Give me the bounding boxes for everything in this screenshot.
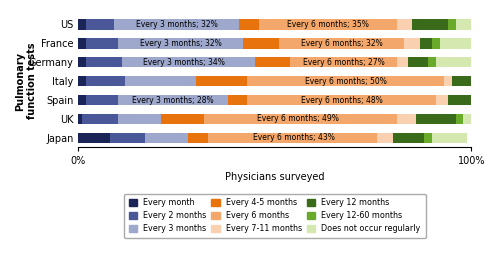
Text: Every 6 months; 32%: Every 6 months; 32%: [300, 39, 382, 48]
Y-axis label: Pulmonary
function tests: Pulmonary function tests: [15, 43, 36, 119]
Bar: [483, 95, 491, 105]
Bar: [424, 133, 432, 143]
Text: Every 6 months; 48%: Every 6 months; 48%: [300, 95, 382, 104]
Bar: [420, 38, 432, 48]
Bar: [255, 57, 290, 67]
Bar: [78, 57, 86, 67]
Bar: [432, 38, 440, 48]
Bar: [259, 19, 396, 30]
Bar: [118, 114, 161, 124]
Bar: [208, 133, 377, 143]
Bar: [78, 19, 86, 30]
Text: Every 3 months; 34%: Every 3 months; 34%: [144, 58, 226, 67]
Bar: [452, 76, 487, 86]
Legend: Every month, Every 2 months, Every 3 months, Every 4-5 months, Every 6 months, E: Every month, Every 2 months, Every 3 mon…: [124, 193, 426, 238]
Bar: [448, 19, 456, 30]
Text: Every 3 months; 32%: Every 3 months; 32%: [136, 20, 218, 29]
Bar: [491, 95, 500, 105]
Text: Every 6 months; 35%: Every 6 months; 35%: [287, 20, 369, 29]
Bar: [240, 19, 259, 30]
Bar: [78, 114, 82, 124]
Bar: [86, 95, 118, 105]
Bar: [82, 114, 118, 124]
Text: Every 6 months; 50%: Every 6 months; 50%: [304, 77, 386, 86]
Bar: [114, 19, 240, 30]
Bar: [248, 95, 436, 105]
Text: Every 6 months; 43%: Every 6 months; 43%: [254, 133, 336, 142]
Bar: [456, 19, 471, 30]
Bar: [244, 38, 278, 48]
Bar: [432, 133, 468, 143]
Bar: [440, 38, 472, 48]
Bar: [396, 19, 412, 30]
Bar: [78, 133, 110, 143]
Bar: [290, 57, 397, 67]
Bar: [86, 38, 118, 48]
Bar: [118, 95, 228, 105]
Bar: [464, 114, 483, 124]
Bar: [86, 76, 126, 86]
Bar: [145, 133, 188, 143]
Bar: [396, 57, 408, 67]
Bar: [377, 133, 392, 143]
Bar: [392, 133, 424, 143]
Bar: [86, 19, 114, 30]
Text: Every 3 months; 32%: Every 3 months; 32%: [140, 39, 222, 48]
Text: Every 3 months; 28%: Every 3 months; 28%: [132, 95, 214, 104]
Bar: [456, 114, 464, 124]
Bar: [412, 19, 448, 30]
Bar: [78, 76, 86, 86]
Bar: [404, 38, 420, 48]
Bar: [78, 38, 86, 48]
Bar: [78, 95, 86, 105]
X-axis label: Physicians surveyed: Physicians surveyed: [225, 172, 324, 182]
Bar: [86, 57, 122, 67]
Bar: [436, 95, 448, 105]
Bar: [248, 76, 444, 86]
Bar: [161, 114, 204, 124]
Bar: [204, 114, 396, 124]
Text: Every 6 months; 27%: Every 6 months; 27%: [302, 58, 384, 67]
Bar: [278, 38, 404, 48]
Bar: [196, 76, 248, 86]
Bar: [122, 57, 255, 67]
Bar: [126, 76, 196, 86]
Bar: [428, 57, 436, 67]
Bar: [228, 95, 248, 105]
Text: Every 6 months; 49%: Every 6 months; 49%: [258, 115, 340, 123]
Bar: [396, 114, 416, 124]
Bar: [436, 57, 475, 67]
Bar: [188, 133, 208, 143]
Bar: [118, 38, 244, 48]
Bar: [110, 133, 145, 143]
Bar: [416, 114, 456, 124]
Bar: [444, 76, 452, 86]
Bar: [448, 95, 483, 105]
Bar: [408, 57, 428, 67]
